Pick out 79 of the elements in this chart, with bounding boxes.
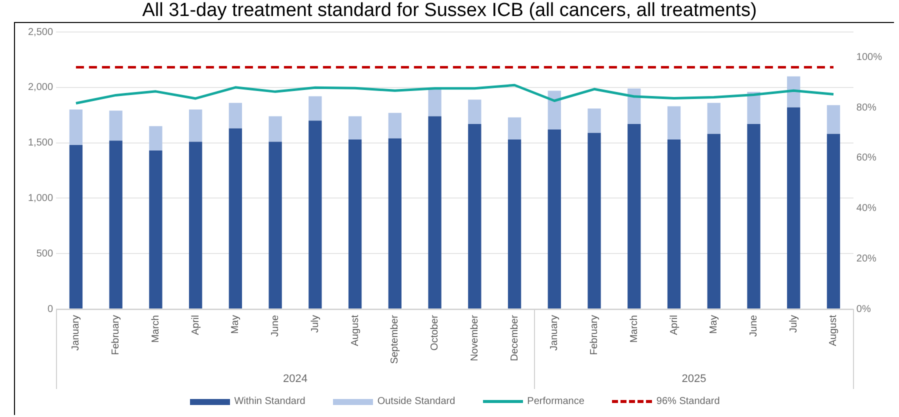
x-tick-label: February — [110, 315, 122, 356]
bar — [388, 138, 402, 308]
x-tick-label: March — [150, 315, 162, 343]
bar — [628, 88, 641, 124]
bar — [667, 139, 681, 308]
bar — [428, 88, 442, 116]
x-tick-label: July — [310, 315, 321, 333]
x-tick-label: May — [708, 315, 720, 334]
bar — [707, 102, 720, 134]
x-tick-label: April — [668, 315, 680, 336]
bar — [826, 105, 840, 134]
x-tick-label: January — [549, 315, 560, 351]
legend-label: Within Standard — [234, 396, 306, 407]
bar — [228, 128, 242, 308]
y-tick-label: 2,500 — [28, 26, 54, 38]
x-tick-label: October — [430, 314, 441, 351]
bar — [188, 110, 202, 142]
x-tick-label: August — [350, 314, 361, 346]
y2-tick-label: 100% — [856, 52, 882, 63]
x-tick-label: December — [509, 314, 520, 362]
x-tick-label: February — [589, 315, 600, 356]
x-tick-label: August — [828, 314, 840, 346]
bar — [707, 134, 720, 308]
bar — [747, 92, 760, 124]
bar — [348, 139, 362, 308]
bar — [826, 134, 840, 308]
bar — [348, 116, 362, 140]
x-tick-label: April — [190, 315, 202, 336]
bar — [109, 140, 122, 308]
bar — [149, 126, 162, 151]
bar — [787, 107, 800, 308]
bar — [428, 116, 442, 308]
y2-tick-label: 40% — [856, 203, 877, 214]
x-tick-label: September — [390, 314, 401, 364]
bar — [149, 150, 162, 308]
x-tick-label: January — [70, 315, 82, 351]
bar — [228, 102, 242, 128]
bar — [787, 76, 800, 108]
x-tick-label: May — [230, 315, 242, 334]
y2-tick-label: 20% — [856, 253, 877, 264]
y2-tick-label: 60% — [856, 152, 877, 164]
x-tick-label: November — [469, 314, 480, 362]
bar — [548, 90, 561, 130]
y2-tick-label: 80% — [856, 102, 877, 114]
y2-tick-label: 0% — [856, 304, 871, 315]
x-tick-label: July — [788, 315, 800, 333]
legend-label: Performance — [527, 396, 584, 407]
y-tick-label: 1,000 — [28, 192, 54, 204]
bar — [69, 145, 83, 308]
y-tick-label: 2,000 — [28, 82, 54, 94]
chart-title: All 31-day treatment standard for Sussex ICB (all cancers, all treatments) — [141, 0, 758, 22]
bar — [268, 116, 282, 142]
x-tick-label: March — [628, 315, 640, 343]
bar — [588, 132, 601, 308]
y-tick-label: 500 — [36, 248, 54, 260]
bar — [69, 110, 83, 146]
text: 2025 — [682, 373, 706, 386]
bar — [268, 142, 282, 308]
bar — [308, 96, 322, 121]
bar — [508, 139, 522, 308]
bar — [588, 108, 601, 133]
bar — [468, 124, 482, 308]
bar — [628, 124, 641, 308]
bar — [747, 124, 760, 308]
legend-label: 96% Standard — [656, 396, 720, 407]
bar — [308, 120, 322, 308]
bar — [508, 117, 522, 140]
text: 2024 — [283, 373, 308, 386]
bar — [388, 112, 402, 138]
bar — [667, 106, 681, 140]
bar — [188, 142, 202, 308]
x-tick-label: June — [748, 314, 760, 337]
bar — [109, 110, 122, 141]
legend-label: Outside Standard — [377, 396, 456, 407]
bar — [548, 130, 561, 308]
y-tick-label: 1,500 — [28, 138, 54, 149]
x-tick-label: June — [270, 314, 282, 337]
bar — [468, 100, 482, 124]
y-tick-label: 0 — [47, 304, 54, 315]
